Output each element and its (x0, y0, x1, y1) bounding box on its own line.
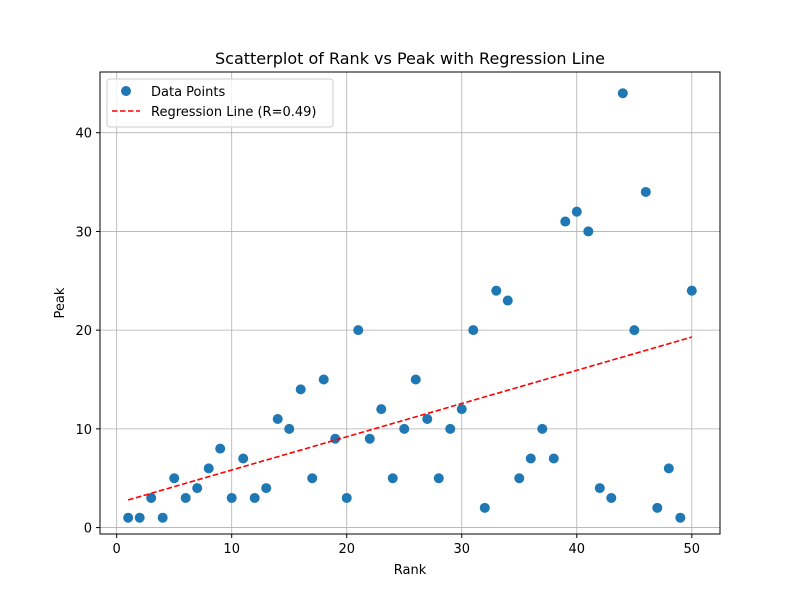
data-point (663, 463, 674, 474)
data-point (341, 492, 352, 503)
data-point (353, 325, 364, 336)
data-point (686, 285, 697, 296)
legend-label-data-points: Data Points (151, 85, 225, 100)
data-point (134, 512, 145, 523)
x-tick-label: 10 (223, 542, 240, 557)
data-point (307, 473, 318, 484)
data-point (410, 374, 421, 385)
data-point (146, 492, 157, 503)
data-point (215, 443, 226, 454)
data-point (249, 492, 260, 503)
data-point (376, 404, 387, 415)
data-point (594, 483, 605, 494)
data-point (456, 404, 467, 415)
x-tick-label: 0 (113, 542, 121, 557)
legend-box (106, 78, 334, 128)
data-point (180, 492, 191, 503)
data-point (192, 483, 203, 494)
data-point (433, 473, 444, 484)
x-tick-label: 40 (569, 542, 586, 557)
data-point (169, 473, 180, 484)
data-point (652, 502, 663, 513)
x-axis-title: Rank (394, 563, 427, 578)
plot-area (123, 88, 697, 523)
legend: Data Points Regression Line (R=0.49) (106, 78, 334, 128)
data-point (514, 473, 525, 484)
y-tick-label: 40 (75, 127, 92, 142)
data-point (479, 502, 490, 513)
data-point (640, 186, 651, 197)
data-point (284, 423, 295, 434)
data-point (238, 453, 249, 464)
y-tick-label: 20 (75, 324, 92, 339)
data-point (123, 512, 134, 523)
data-point (422, 413, 433, 424)
regression-line (127, 336, 693, 501)
data-point (502, 295, 513, 306)
legend-marker-data-points (121, 86, 131, 96)
data-point (675, 512, 686, 523)
data-point (537, 423, 548, 434)
y-tick-label: 0 (84, 522, 92, 537)
data-point (548, 453, 559, 464)
data-point (525, 453, 536, 464)
data-point (295, 384, 306, 395)
data-point (629, 325, 640, 336)
data-point (445, 423, 456, 434)
ticks: 0 10 20 30 40 50 0 10 20 30 40 (75, 127, 700, 557)
data-point (617, 88, 628, 99)
data-point (560, 216, 571, 227)
data-point (583, 226, 594, 237)
y-tick-label: 10 (75, 423, 92, 438)
chart-title: Scatterplot of Rank vs Peak with Regress… (215, 49, 605, 68)
data-point (261, 483, 272, 494)
x-tick-label: 50 (684, 542, 701, 557)
data-point (157, 512, 168, 523)
data-point (399, 423, 410, 434)
axes-frame (99, 71, 721, 535)
data-point (571, 206, 582, 217)
y-axis-title: Peak (53, 287, 68, 318)
data-point (606, 492, 617, 503)
data-point (364, 433, 375, 444)
x-tick-label: 30 (453, 542, 470, 557)
data-point (272, 413, 283, 424)
y-tick-label: 30 (75, 225, 92, 240)
data-point (387, 473, 398, 484)
data-point (226, 492, 237, 503)
data-point (318, 374, 329, 385)
data-point (491, 285, 502, 296)
grid (100, 72, 720, 534)
legend-label-regression-line: Regression Line (R=0.49) (151, 105, 316, 120)
data-point (468, 325, 479, 336)
data-point (203, 463, 214, 474)
x-tick-label: 20 (338, 542, 355, 557)
